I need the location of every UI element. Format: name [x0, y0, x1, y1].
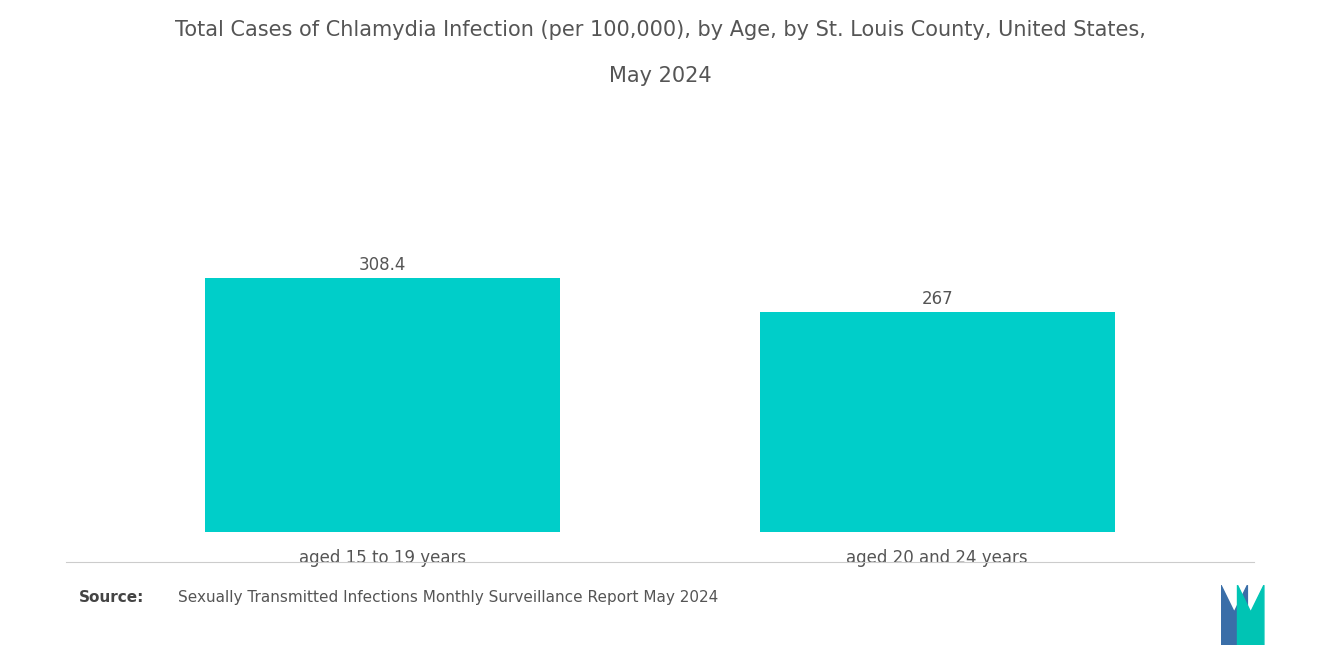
Text: Source:: Source:	[79, 590, 145, 605]
Text: May 2024: May 2024	[609, 66, 711, 86]
Bar	[206, 278, 560, 532]
Text: 308.4: 308.4	[359, 256, 407, 274]
Text: Sexually Transmitted Infections Monthly Surveillance Report May 2024: Sexually Transmitted Infections Monthly …	[178, 590, 718, 605]
Bar	[760, 312, 1114, 532]
Polygon shape	[1238, 585, 1265, 645]
Text: Total Cases of Chlamydia Infection (per 100,000), by Age, by St. Louis County, U: Total Cases of Chlamydia Infection (per …	[174, 20, 1146, 40]
Polygon shape	[1221, 585, 1247, 645]
Text: 267: 267	[921, 290, 953, 308]
